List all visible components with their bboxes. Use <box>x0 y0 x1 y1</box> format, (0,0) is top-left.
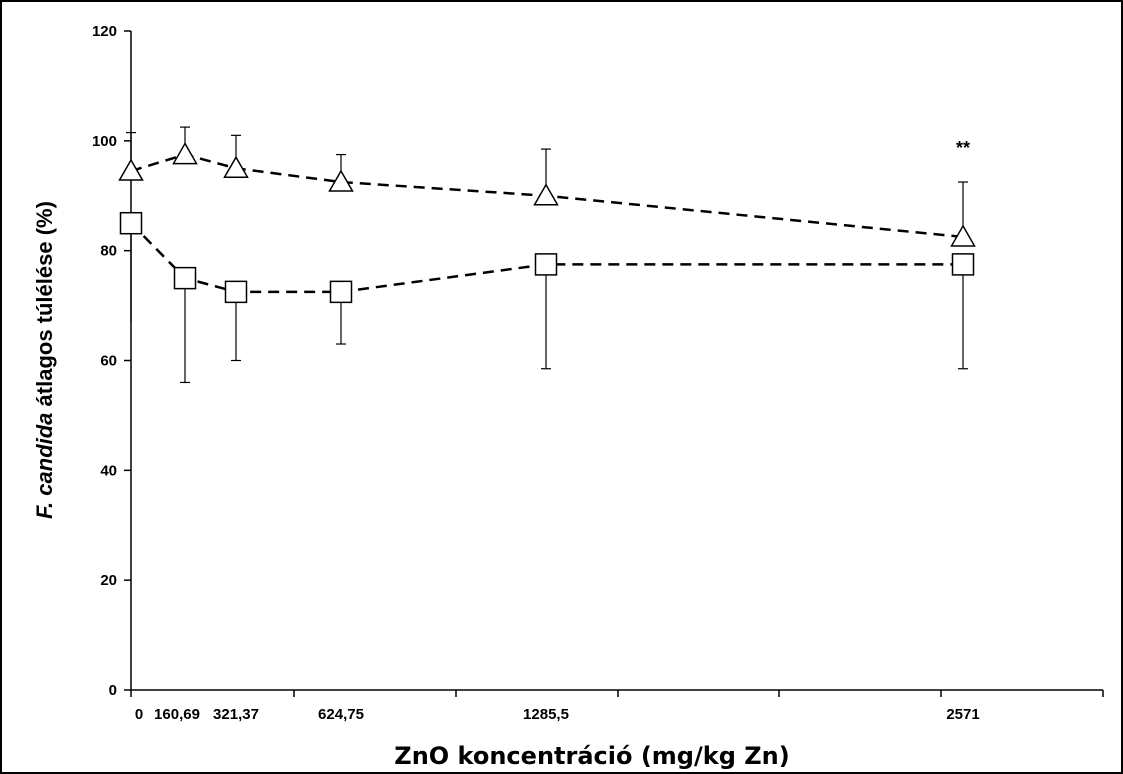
square-point <box>121 213 142 234</box>
x-tick-label: 160,69 <box>154 706 200 723</box>
square-point <box>536 254 557 275</box>
y-axis-label: F. candida átlagos túlélése (%) <box>32 201 57 519</box>
x-tick-label: 1285,5 <box>523 706 569 723</box>
square-point <box>226 281 247 302</box>
triangle-point <box>535 185 558 205</box>
square-point <box>953 254 974 275</box>
y-tick-label: 20 <box>100 572 117 589</box>
square-point <box>175 268 196 289</box>
x-tick-label: 2571 <box>946 706 979 723</box>
significance-annotation: ** <box>956 138 970 158</box>
annotations: ** <box>956 138 970 158</box>
square-point <box>331 281 352 302</box>
y-tick-label: 60 <box>100 353 117 370</box>
y-axis-label-rest: átlagos túlélése (%) <box>32 201 57 413</box>
y-tick-label: 40 <box>100 462 117 479</box>
triangle-point <box>225 157 248 177</box>
series-square <box>121 213 974 383</box>
triangle-point <box>120 160 143 180</box>
x-tick-label: 321,37 <box>213 706 259 723</box>
y-tick-label: 80 <box>100 243 117 260</box>
series-triangle <box>120 127 975 246</box>
x-ticks: 0 160,69 321,37 624,75 1285,5 2571 <box>131 690 1103 723</box>
y-tick-label: 100 <box>92 133 117 150</box>
x-tick-label: 0 <box>135 706 143 723</box>
y-tick-label: 120 <box>92 23 117 40</box>
x-axis-label: ZnO koncentráció (mg/kg Zn) <box>394 742 789 770</box>
y-axis-label-italic: F. candida <box>32 413 57 519</box>
series-group <box>120 127 975 382</box>
y-ticks: 0 20 40 60 80 100 120 <box>92 23 131 699</box>
x-tick-label: 624,75 <box>318 706 364 723</box>
triangle-point <box>174 144 197 164</box>
y-tick-label: 0 <box>109 682 117 699</box>
axes <box>131 31 1103 690</box>
